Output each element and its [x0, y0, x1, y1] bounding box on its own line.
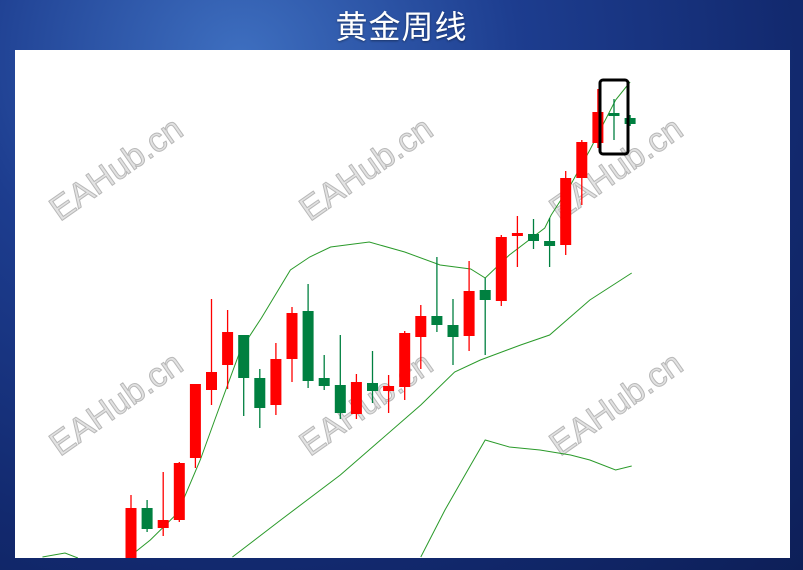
- candle-body: [206, 372, 217, 390]
- candle-body: [528, 234, 539, 241]
- candle-body: [157, 520, 169, 528]
- candle-body: [222, 332, 234, 365]
- candle-body: [141, 508, 153, 529]
- indicator-line-2: [420, 439, 632, 558]
- candle-body: [367, 383, 378, 391]
- candle-body: [383, 386, 395, 391]
- candle-body: [254, 378, 266, 408]
- candle-body: [479, 290, 491, 300]
- candle-body: [125, 508, 137, 558]
- candle-body: [431, 316, 443, 325]
- candle-body: [302, 311, 314, 381]
- candle-body: [447, 325, 459, 337]
- candle-body: [624, 118, 636, 124]
- candle-body: [238, 335, 250, 378]
- indicator-line-0: [127, 81, 631, 558]
- slide-title: 黄金周线: [335, 8, 468, 46]
- candle-body: [511, 233, 523, 236]
- candle-body: [350, 382, 362, 414]
- candle-body: [270, 359, 282, 405]
- candle-body: [495, 237, 507, 301]
- chart-panel: EAHub.cn EAHub.cn EAHub.cn EAHub.cn EAHu…: [15, 50, 790, 558]
- indicator-line-1: [232, 272, 632, 558]
- candle-body: [415, 316, 427, 337]
- candle-body: [334, 385, 346, 413]
- candle-body: [189, 384, 201, 458]
- candle-body: [560, 178, 572, 245]
- indicator-line-3: [42, 552, 79, 558]
- candlestick-chart: [42, 78, 636, 558]
- candle-body: [592, 112, 604, 143]
- highlight-box: [598, 78, 630, 156]
- candle-body: [173, 463, 185, 520]
- candle-body: [318, 378, 330, 386]
- candle-body: [576, 142, 588, 178]
- candle-body: [463, 291, 475, 336]
- candle-body: [399, 333, 411, 387]
- candle-body: [286, 313, 298, 359]
- candle-body: [608, 113, 620, 116]
- candle-body: [544, 241, 556, 246]
